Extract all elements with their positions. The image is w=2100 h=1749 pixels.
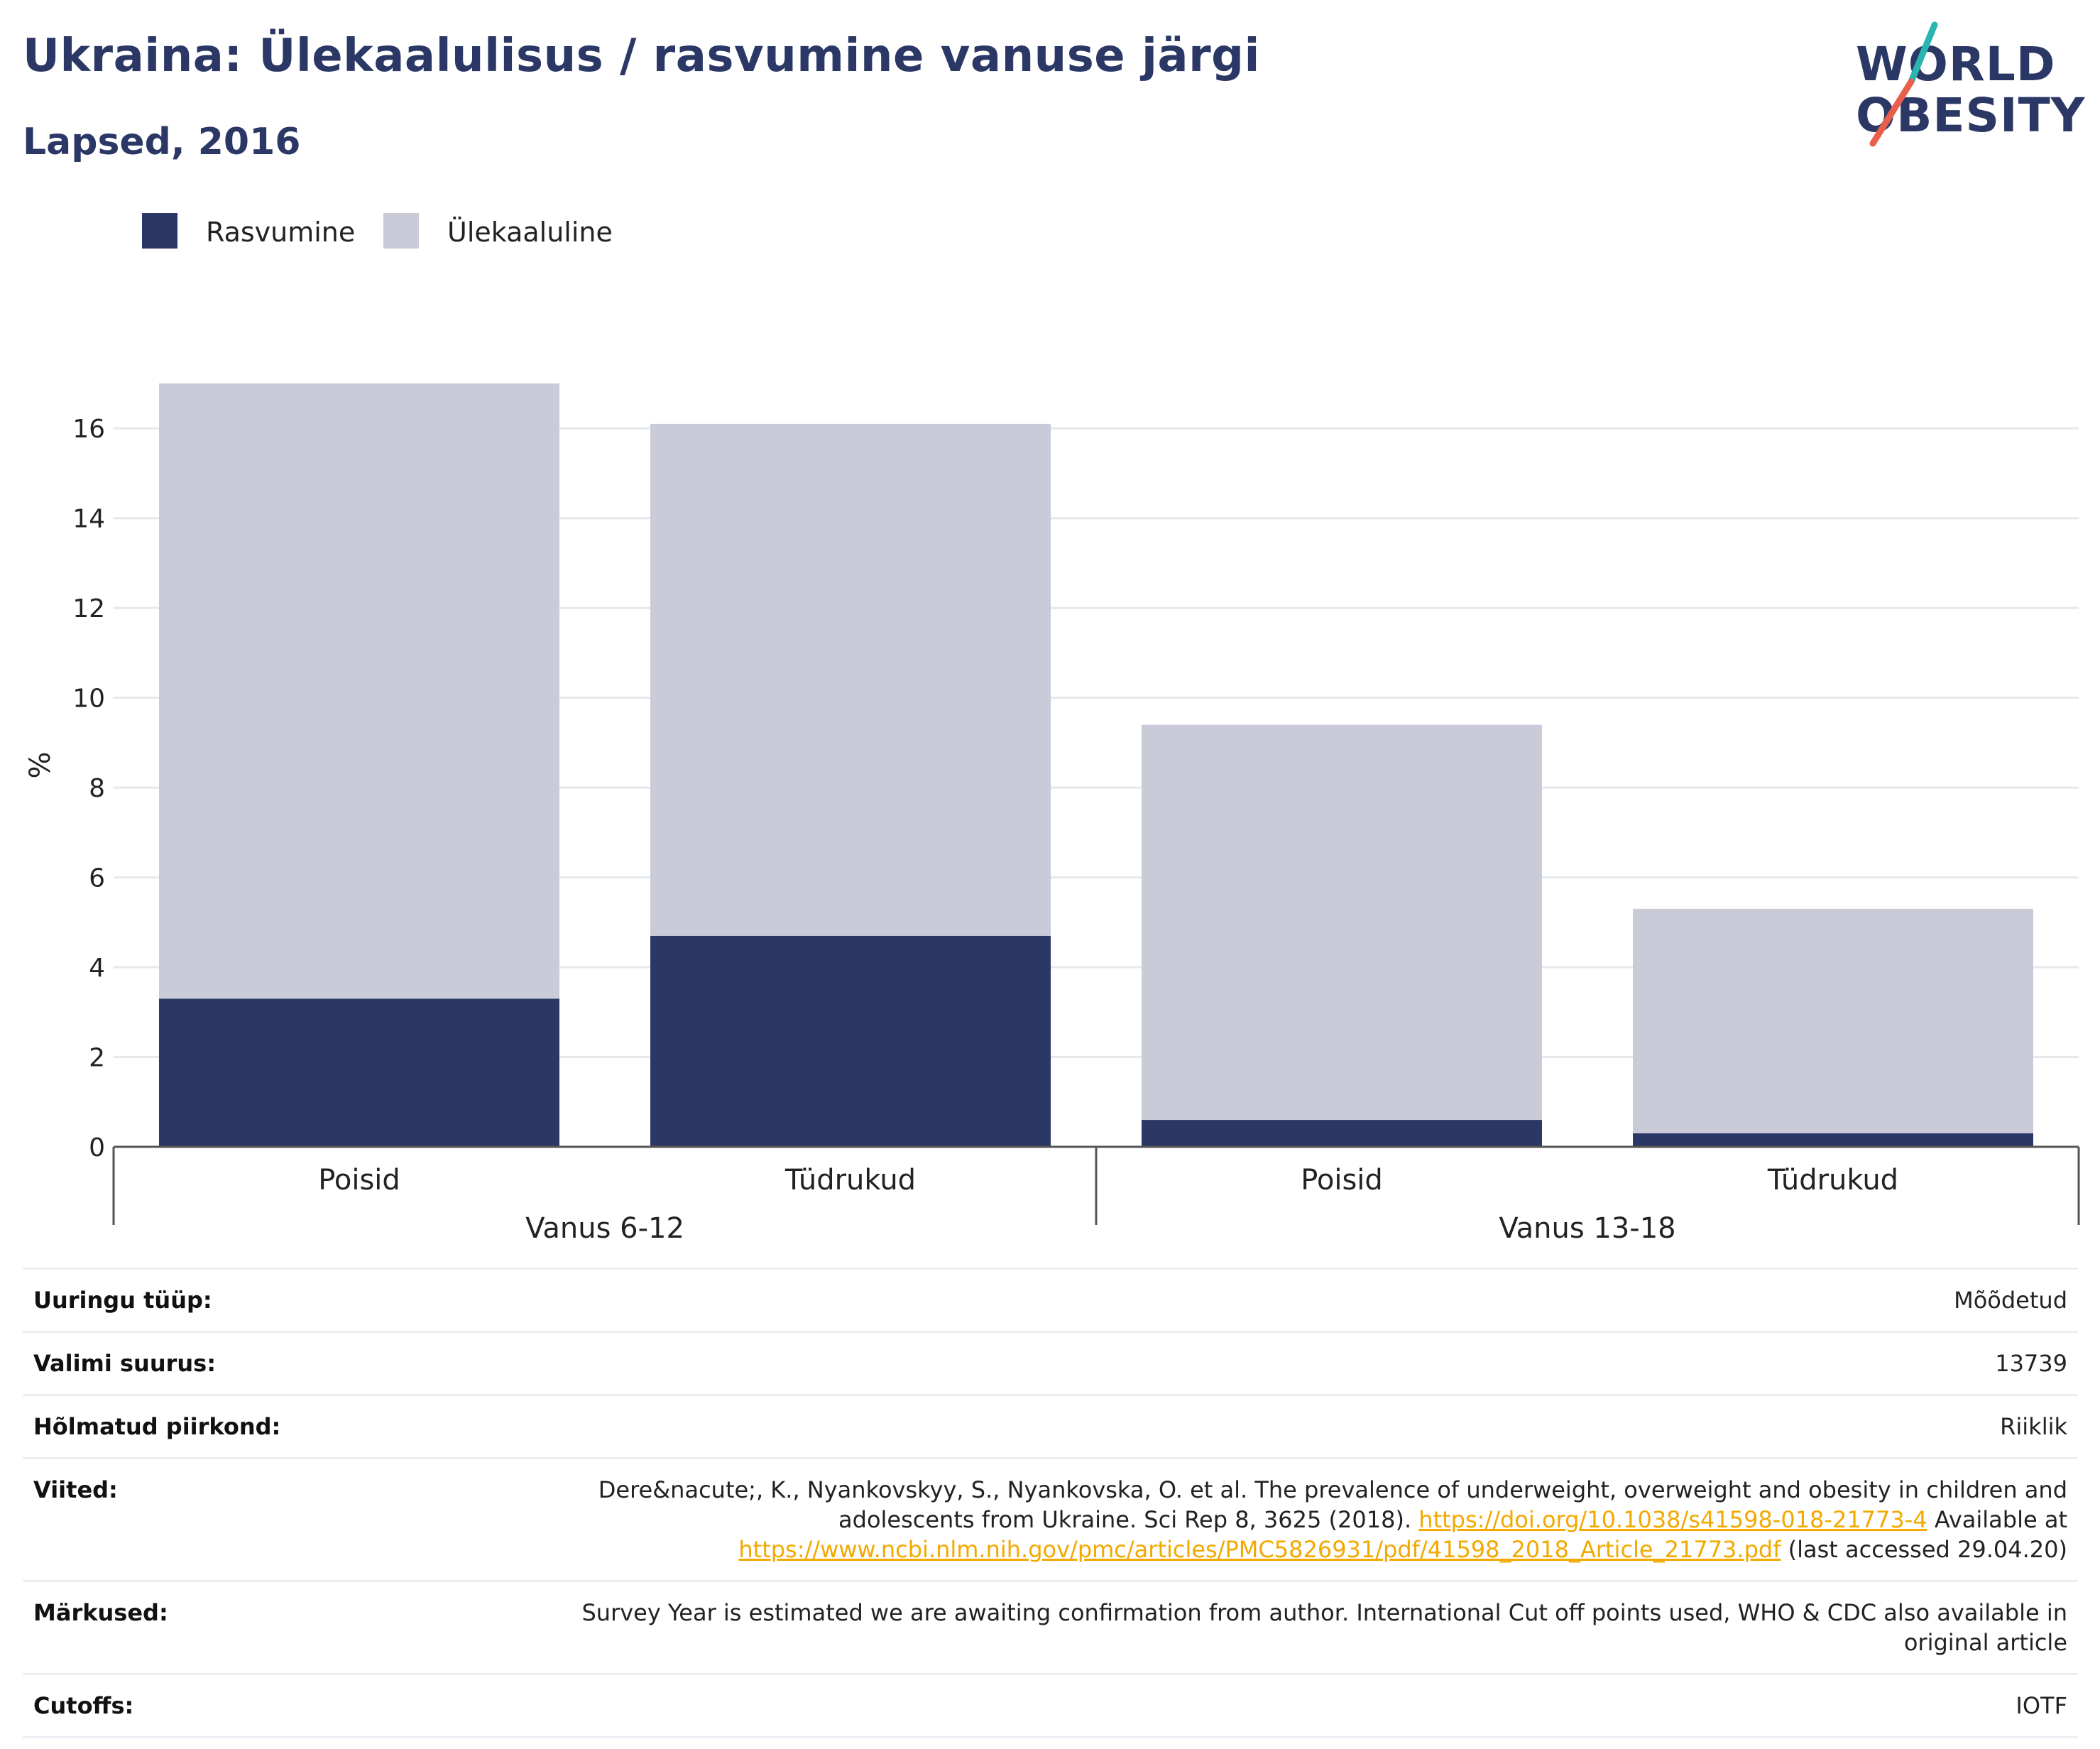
y-tick-label: 12	[72, 594, 105, 623]
y-tick-label: 10	[72, 685, 105, 714]
info-key: Cutoffs:	[23, 1673, 541, 1738]
x-tick-label: Tüdrukud	[784, 1164, 916, 1197]
info-key: Viited:	[23, 1457, 541, 1582]
y-tick-label: 4	[89, 954, 105, 983]
info-row-cutoffs: Cutoffs: IOTF	[23, 1673, 2078, 1738]
bar-chart: 0 2 4 6 8 10 12 14 16% Poisid Tüdrukud Poisid Tüdruk…	[24, 383, 2080, 1243]
bar-rasvumine	[1142, 1120, 1542, 1147]
logo-text-world: WORLD	[1856, 37, 2056, 92]
bar-ulekaaluline	[1633, 908, 2033, 1134]
pdf-link[interactable]: https://www.ncbi.nlm.nih.gov/pmc/article…	[738, 1536, 1781, 1563]
legend-label-ulekaaluline: Ülekaaluline	[447, 217, 613, 248]
x-group-label: Vanus 6-12	[525, 1212, 684, 1243]
info-value: Mõõdetud	[541, 1268, 2078, 1333]
info-key: Valimi suurus:	[23, 1331, 541, 1396]
y-tick-label: 8	[89, 774, 105, 803]
info-key: Märkused:	[23, 1580, 541, 1675]
info-row-notes: Märkused: Survey Year is estimated we ar…	[23, 1580, 2078, 1675]
info-value: IOTF	[541, 1673, 2078, 1738]
info-key: Hõlmatud piirkond:	[23, 1394, 541, 1459]
doi-link[interactable]: https://doi.org/10.1038/s41598-018-21773…	[1418, 1506, 1927, 1533]
info-row-sample-size: Valimi suurus: 13739	[23, 1331, 2078, 1396]
y-tick-label: 14	[72, 505, 105, 534]
y-tick-label: 2	[89, 1044, 105, 1073]
y-tick-label: 16	[72, 415, 105, 444]
y-tick-label: 6	[89, 864, 105, 893]
info-row-references: Viited: Dere&nacute;, K., Nyankovskyy, S…	[23, 1457, 2078, 1582]
bar-rasvumine	[650, 935, 1051, 1147]
legend-label-rasvumine: Rasvumine	[206, 217, 356, 248]
x-tick-label: Poisid	[1301, 1164, 1383, 1197]
reference-text: Available at	[1927, 1506, 2067, 1533]
reference-text: (last accessed 29.04.20)	[1781, 1536, 2067, 1563]
y-axis-label: %	[24, 751, 57, 778]
x-tick-label: Poisid	[318, 1164, 400, 1197]
survey-info-table: Uuringu tüüp: Mõõdetud Valimi suurus: 13…	[23, 1268, 2078, 1738]
legend-swatch-ulekaaluline	[383, 213, 419, 249]
chart-subtitle: Lapsed, 2016	[23, 121, 301, 163]
info-row-region: Hõlmatud piirkond: Riiklik	[23, 1394, 2078, 1459]
chart-title: Ukraina: Ülekaalulisus / rasvumine vanus…	[23, 30, 1260, 82]
bar-ulekaaluline	[159, 383, 559, 999]
legend-swatch-rasvumine	[142, 213, 177, 249]
info-value: Riiklik	[541, 1394, 2078, 1459]
x-tick-label: Tüdrukud	[1767, 1164, 1898, 1197]
logo-slash-icon	[1869, 21, 1938, 147]
info-key: Uuringu tüüp:	[23, 1268, 541, 1333]
y-tick-label: 0	[89, 1133, 105, 1162]
x-group-label: Vanus 13-18	[1499, 1212, 1675, 1243]
world-obesity-logo: WORLD OBESITY	[1846, 21, 2087, 149]
info-row-survey-type: Uuringu tüüp: Mõõdetud	[23, 1268, 2078, 1333]
bar-ulekaaluline	[1142, 724, 1542, 1121]
bar-rasvumine	[1633, 1133, 2033, 1147]
info-value: Survey Year is estimated we are awaiting…	[541, 1580, 2078, 1675]
bar-rasvumine	[159, 998, 559, 1147]
info-value: 13739	[541, 1331, 2078, 1396]
reference-text: Dere&nacute;, K., Nyankovskyy, S., Nyank…	[598, 1476, 2067, 1533]
bar-ulekaaluline	[650, 423, 1051, 936]
info-value: Dere&nacute;, K., Nyankovskyy, S., Nyank…	[541, 1457, 2078, 1582]
